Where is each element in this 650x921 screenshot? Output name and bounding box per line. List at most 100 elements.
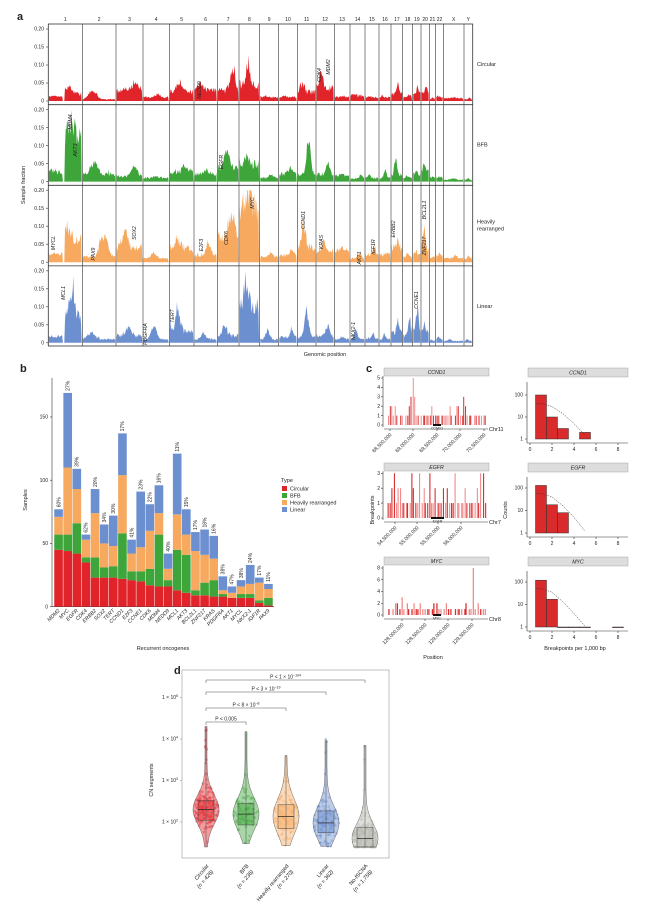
data-point — [321, 804, 325, 808]
percent-label: 23% — [138, 479, 144, 490]
data-point — [195, 816, 199, 820]
chromosome-profile — [260, 251, 279, 263]
chromosome-profile — [403, 94, 413, 101]
data-point — [235, 819, 238, 823]
bar-segment-heavily-rearranged — [227, 592, 237, 598]
bar-segment-bfb — [90, 557, 100, 578]
histogram-bar — [546, 599, 558, 628]
chromosome-profile — [391, 317, 403, 343]
chromosome-profile — [116, 325, 143, 343]
bar-segment-heavily-rearranged — [200, 554, 209, 583]
chromosome-profile — [279, 249, 297, 263]
breakpoint-bar — [447, 415, 449, 425]
breakpoint-bar — [406, 603, 409, 615]
chromosome-profile — [443, 178, 464, 182]
chromosome-label: Y — [467, 17, 471, 23]
data-point — [296, 813, 300, 817]
breakpoint-bar — [401, 415, 403, 425]
x-tick-label: 8 — [617, 541, 620, 547]
x-tick-label: 55,000,000 — [398, 525, 420, 547]
y-tick-base: 1 × 10 — [162, 695, 176, 701]
data-point — [199, 797, 203, 801]
data-point — [367, 823, 370, 827]
data-point — [374, 840, 378, 843]
data-point — [365, 824, 368, 827]
bar-segment-bfb — [172, 549, 182, 591]
bar-segment-bfb — [81, 557, 91, 563]
histogram-ccnd1: CCND1 1 10 100 0 2 4 6 8 — [515, 367, 629, 453]
data-point — [200, 820, 203, 824]
data-point — [208, 790, 211, 794]
data-point — [277, 800, 281, 803]
chromosome-profile — [260, 328, 279, 343]
chromosome-profile — [82, 234, 116, 263]
gene-label: PAX9 — [91, 247, 97, 260]
data-point — [295, 821, 299, 824]
data-point — [322, 791, 326, 795]
bar-segment-linear — [172, 453, 182, 515]
chromosome-label: 15 — [369, 17, 375, 23]
chromosome-profile — [443, 254, 464, 263]
data-point — [208, 797, 211, 800]
data-point — [352, 835, 356, 838]
breakpoint-bar — [424, 609, 426, 615]
gene-label: ZNF217 — [422, 236, 428, 257]
bar-segment-bfb — [154, 534, 164, 587]
y-tick-label: 0.20 — [34, 269, 44, 275]
gene-label: ERBB2 — [391, 220, 397, 237]
x-tick-label: 4 — [573, 635, 576, 641]
x-tick-label: 128,500,000 — [405, 622, 429, 646]
chromosome-profile — [194, 168, 217, 182]
breakpoint-bar — [387, 503, 389, 518]
chromosome-profile — [403, 316, 413, 343]
data-point — [194, 811, 198, 814]
histogram-bar — [535, 579, 547, 628]
bar-segment-bfb — [218, 594, 228, 597]
chromosome-profile — [48, 276, 82, 343]
histogram-bar — [557, 626, 569, 628]
bar-segment-circular — [127, 580, 136, 607]
chromosome-profile — [48, 220, 82, 263]
breakpoint-bar — [408, 609, 410, 615]
bar-segment-circular — [118, 578, 127, 607]
breakpoint-bar — [479, 415, 480, 425]
percent-label: 38% — [239, 568, 245, 579]
gene-label: MDM4 — [68, 114, 74, 129]
breakpoint-bar — [389, 503, 391, 518]
data-point — [214, 803, 217, 806]
y-tick-label: 100 — [515, 486, 524, 492]
facet-title: MYC — [431, 559, 443, 565]
bar-segment-bfb — [145, 568, 155, 586]
gene-locus-marker — [433, 614, 441, 616]
data-point — [201, 819, 204, 823]
bar-segment-circular — [163, 586, 173, 607]
breakpoint-bar — [433, 603, 435, 615]
bar-segment-circular — [63, 551, 72, 607]
breakpoint-bar — [482, 609, 485, 615]
y-tick-label: 100 — [40, 478, 49, 484]
breakpoint-bar — [457, 406, 459, 425]
breakpoint-bar — [434, 488, 436, 518]
bar-segment-linear — [136, 491, 145, 548]
data-point — [328, 808, 332, 811]
chromosome-label: 14 — [355, 17, 361, 23]
gene-label: NEDD9 — [197, 81, 203, 99]
breakpoint-bar — [452, 503, 454, 518]
x-tick-label: 129,000,000 — [428, 622, 452, 646]
percent-label: 62% — [84, 522, 90, 533]
data-point — [195, 811, 198, 815]
chromosome-profile — [316, 324, 334, 343]
chromosome-label: 12 — [322, 17, 328, 23]
chromosome-profile — [217, 149, 239, 182]
gene-label: KRAS — [319, 234, 325, 249]
breakpoint-bar — [411, 473, 413, 518]
facet-title: EGFR — [429, 465, 444, 471]
y-tick-label: 1 × 104 — [162, 736, 178, 743]
gene-label: MCL1 — [61, 286, 67, 300]
chromosome-profile — [413, 85, 421, 101]
data-point — [327, 834, 331, 837]
chromosome-profile — [436, 251, 443, 263]
data-point — [281, 799, 285, 803]
y-tick-exponent: 5 — [176, 694, 178, 698]
bar-segment-heavily-rearranged — [255, 582, 264, 601]
